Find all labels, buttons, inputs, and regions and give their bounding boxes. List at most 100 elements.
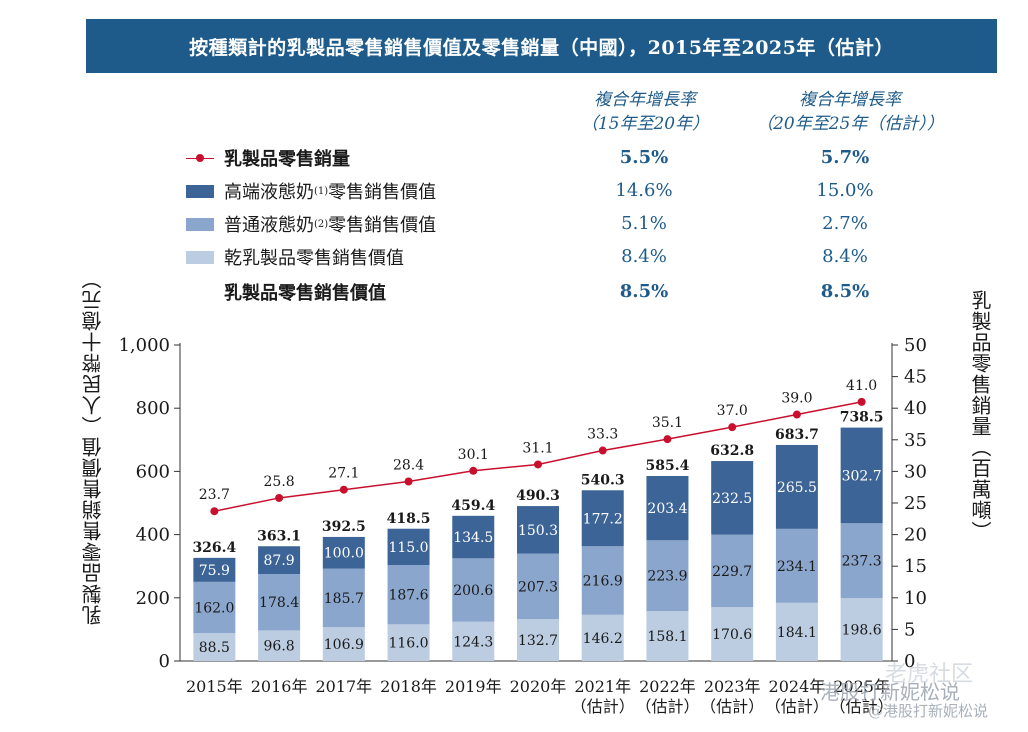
bar-segment [387,528,430,566]
bar-segment-label: 170.6 [712,627,752,643]
volume-point [275,493,284,502]
cagr1-volume: 5.5% [619,147,669,168]
cagr1-regular: 5.1% [621,213,667,234]
legend-total: 乳製品零售銷售價值 [186,278,386,306]
bar-segment [387,624,430,661]
volume-point [728,423,737,432]
bar-segment [452,558,495,622]
y2-tick-label: 0 [904,651,915,672]
legend-label-suffix: 零售銷售價值 [328,182,437,203]
bar-total-label: 490.3 [516,488,560,504]
volume-point-label: 30.1 [458,447,489,463]
bar-segment-label: 88.5 [199,640,230,656]
bar-total-label: 392.5 [322,519,366,535]
bar-total-label: 459.4 [451,498,495,514]
volume-point-label: 31.1 [522,440,553,456]
volume-point-label: 37.0 [717,403,748,419]
bar-segment [322,536,365,569]
bar-segment [258,546,301,575]
bar-segment-label: 116.0 [388,636,428,652]
bar-segment-label: 162.0 [194,600,234,616]
bar-segment-label: 146.2 [583,631,623,647]
x-tick-label: 2016年 [251,677,308,696]
cagr-header-line2: （20年至25年（估計）） [756,114,944,134]
x-tick-note: （估計） [635,697,699,716]
volume-point [469,466,478,475]
cagr2-regular: 2.7% [822,213,868,234]
bar-segment-label: 124.3 [453,634,493,650]
bar-segment-label: 203.4 [647,501,687,517]
legend-footnote: (2) [314,218,329,230]
cagr-header-line1: 複合年增長率 [799,90,901,110]
bar-segment [840,598,883,661]
y-tick-label: 1,000 [118,335,170,356]
volume-point [598,446,607,455]
bar-segment [775,602,818,661]
bar-segment [581,546,624,615]
chart-title: 按種類計的乳製品零售銷售價值及零售銷量（中國），2015年至2025年（估計） [86,19,997,73]
legend-line-marker-icon [186,152,214,165]
bar-segment-label: 237.3 [842,554,882,570]
bar-segment [840,427,883,524]
y2-tick-label: 25 [904,493,927,514]
bar-segment-label: 75.9 [199,563,230,579]
bar-total-label: 326.4 [192,540,236,556]
volume-point [857,397,866,406]
x-tick-note: （估計） [700,697,764,716]
watermark-line1: 老虎社区 [885,662,974,687]
bar-total-label: 738.5 [840,410,884,426]
bar-segment [775,444,818,529]
legend-label: 乳製品零售銷售價值 [224,283,386,304]
y2-tick-label: 50 [904,335,927,356]
bar-segment-label: 187.6 [388,588,428,604]
y2-tick-label: 35 [904,430,927,451]
bar-segment-label: 158.1 [647,629,687,645]
bar-segment [387,565,430,625]
bar-segment [646,476,689,541]
bar-segment [581,614,624,661]
legend-regular: 普通液態奶 (2) 零售銷售價值 [186,210,436,238]
x-tick-note: （估計） [571,697,635,716]
bar-segment-label: 132.7 [518,633,558,649]
bar-segment [193,633,236,661]
bar-segment-label: 200.6 [453,583,493,599]
x-tick-note: （估計） [830,697,894,716]
legend-volume: 乳製品零售銷量 [186,144,350,172]
legend-label: 乳製品零售銷量 [224,149,350,170]
bar-segment [193,581,236,634]
bar-segment [840,523,883,599]
volume-point-label: 33.3 [587,427,618,443]
x-tick-label: 2022年 [639,677,696,696]
bar-segment-label: 198.6 [842,623,882,639]
x-tick-label: 2018年 [380,677,437,696]
bar-segment-label: 115.0 [388,540,428,556]
bar-segment [517,553,559,620]
legend-label-suffix: 零售銷售價值 [328,215,437,236]
bar-segment-label: 106.9 [324,637,364,653]
cagr2-dry: 8.4% [822,246,868,267]
x-tick-label: 2019年 [445,677,502,696]
volume-point-label: 27.1 [328,466,359,482]
bar-segment-label: 96.8 [264,639,295,655]
y2-axis-title: 乳製品零售銷量（百萬噸） [968,290,992,542]
y2-tick-label: 20 [904,525,927,546]
bar-segment-label: 223.9 [647,569,687,585]
cagr-header-2015-2020: 複合年增長率 （15年至20年） [560,88,730,136]
legend-footnote: (1) [314,185,329,197]
bar-segment [517,619,559,661]
y-tick-label: 800 [136,398,170,419]
cagr-header-2020-2025: 複合年增長率 （20年至25年（估計）） [730,88,970,136]
x-tick-label: 2025年 [833,677,890,696]
bar-segment [322,627,365,661]
volume-point-label: 35.1 [652,415,683,431]
x-tick-label: 2015年 [186,677,243,696]
legend-dry: 乾乳製品零售銷售價值 [186,243,404,271]
bar-segment [452,515,495,559]
volume-point [534,460,542,469]
y-tick-label: 600 [136,461,170,482]
bar-segment-label: 216.9 [583,574,623,590]
cagr2-total: 8.5% [820,281,870,302]
bar-segment-label: 100.0 [324,546,364,562]
y2-tick-label: 10 [904,588,927,609]
